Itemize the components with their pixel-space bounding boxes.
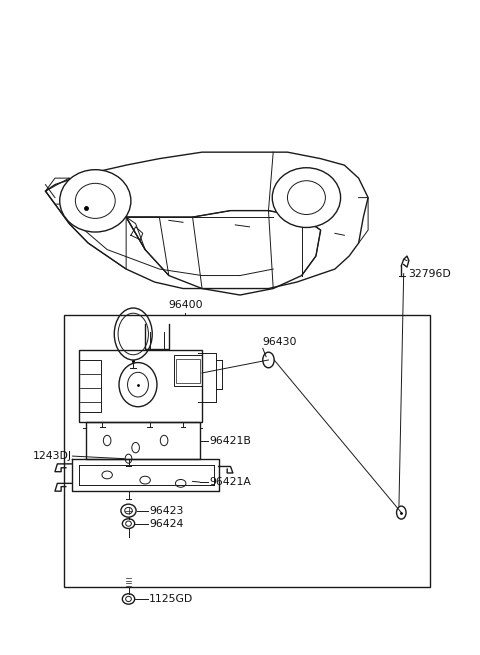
Text: 96423: 96423 — [149, 506, 183, 515]
Bar — [176, 359, 200, 383]
Text: 1243DJ: 1243DJ — [33, 451, 72, 461]
Text: 96421B: 96421B — [209, 436, 251, 445]
Text: 32796D: 32796D — [408, 269, 451, 279]
Bar — [86, 422, 200, 458]
Ellipse shape — [75, 183, 115, 218]
Text: 1125GD: 1125GD — [149, 594, 193, 604]
Bar — [174, 356, 202, 386]
Bar — [79, 350, 202, 422]
Text: 96430: 96430 — [263, 337, 297, 347]
Bar — [79, 360, 101, 412]
Text: 96421A: 96421A — [209, 477, 251, 487]
Text: 96424: 96424 — [149, 519, 183, 529]
Ellipse shape — [288, 181, 325, 214]
Text: 96400: 96400 — [168, 300, 203, 310]
Ellipse shape — [60, 170, 131, 232]
Ellipse shape — [272, 168, 341, 227]
Bar — [64, 314, 430, 588]
